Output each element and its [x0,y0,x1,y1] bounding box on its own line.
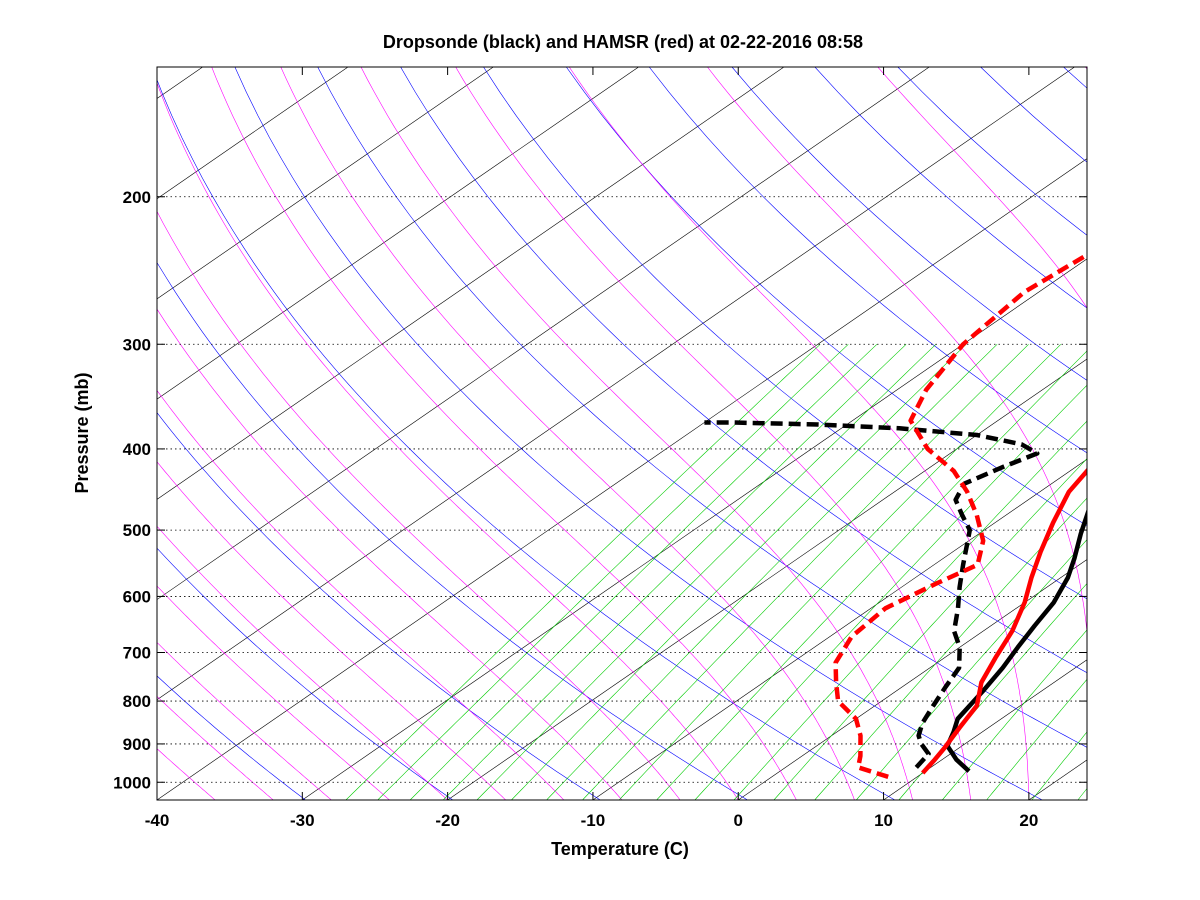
moist-adiabat-line [455,67,972,800]
x-tick-label: -10 [581,811,606,830]
dry-adiabat-line [157,547,453,800]
mixing-ratio-line [511,344,967,800]
mixing-ratio-line [733,420,1087,800]
y-axis-label: Pressure (mb) [72,372,92,493]
moist-adiabat-line [157,642,332,800]
mixing-ratio-line [409,344,878,800]
isotherm-line [157,67,930,600]
dry-adiabat-line [483,67,1087,600]
moist-adiabat-line [157,695,274,800]
mixing-ratio-line [856,539,1087,800]
moist-adiabat-line [157,525,448,800]
chart-title: Dropsonde (black) and HAMSR (red) at 02-… [383,32,863,52]
isotherm-line [157,67,349,200]
y-tick-label: 800 [123,692,151,711]
moist-adiabat-line [157,82,739,800]
mixing-ratio-line [656,350,1087,800]
x-tick-label: -40 [145,811,170,830]
mixing-ratio-line [942,629,1087,800]
moist-adiabat-line [360,67,913,800]
isotherm-line [157,67,494,300]
y-tick-label: 400 [123,440,151,459]
background-lines [157,67,1087,800]
isotherm-line [738,559,1087,800]
x-tick-label: 0 [734,811,743,830]
dry-adiabat-line [157,412,601,800]
y-tick-label: 600 [123,587,151,606]
dry-adiabat-line [731,67,1087,381]
mixing-ratio-line [345,344,821,800]
dry-adiabat-line [400,67,1087,674]
isotherm-line [157,158,1087,800]
isotherm-line [302,258,1087,800]
dry-adiabat-line [234,67,1043,800]
dry-adiabat-line [157,78,896,800]
dry-adiabat-line [157,261,748,800]
y-tick-label: 500 [123,521,151,540]
mixing-ratio-line [618,344,1062,800]
isotherm-line [157,67,785,500]
isotherm-line [883,659,1087,800]
moist-adiabat-line [157,585,390,800]
moist-adiabat-line [211,67,797,800]
series-line-3 [921,467,1087,775]
dry-adiabat-line [317,67,1087,748]
mixing-ratio-line [377,344,849,800]
mixing-ratio-line [546,344,998,800]
dry-adiabat-line [566,67,1087,527]
x-tick-label: -20 [435,811,460,830]
pressure-gridlines [157,196,1087,783]
moist-adiabat-line [707,67,1087,800]
mixing-ratio-line [476,344,937,800]
plot-frame [156,66,1088,801]
isotherm-line [592,458,1087,800]
moist-adiabat-line [157,308,623,800]
x-axis-label: Temperature (C) [551,839,689,859]
isotherm-line [157,67,639,400]
x-tick-label: -30 [290,811,315,830]
x-tick-label: 20 [1019,811,1038,830]
moist-adiabat-line [157,461,507,800]
moist-adiabat-line [157,389,565,800]
data-series [704,252,1087,779]
moist-adiabat-line [568,67,1030,800]
y-tick-label: 300 [123,335,151,354]
series-line-2 [704,420,1040,769]
mixing-ratio-line [694,384,1087,800]
moist-adiabat-line [157,210,681,800]
y-tick-label: 200 [123,188,151,207]
isotherm-line [157,67,1075,701]
y-tick-label: 1000 [113,773,151,792]
series-line-1 [945,508,1087,773]
x-tick-label: 10 [874,811,893,830]
mixing-ratio-line [1031,731,1087,800]
moist-adiabat-line [280,67,855,800]
y-tick-label: 700 [123,643,151,662]
mixing-ratio-line [773,458,1087,800]
plot-area [157,67,1087,800]
y-tick-label: 900 [123,735,151,754]
dry-adiabat-line [157,675,306,800]
mixing-ratio-line [582,344,1029,800]
dry-adiabat-line [648,67,1087,454]
mixing-ratio-line [986,678,1087,800]
mixing-ratio-line [442,344,907,800]
